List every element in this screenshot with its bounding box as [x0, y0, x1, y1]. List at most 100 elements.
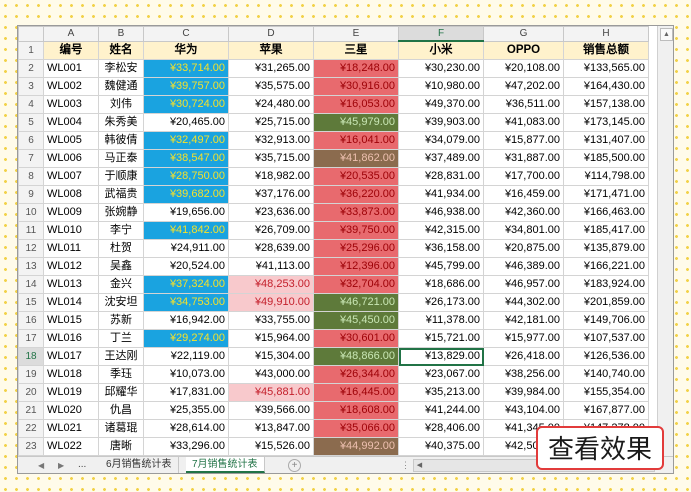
- row-header[interactable]: 1: [18, 40, 44, 60]
- row-header[interactable]: 2: [18, 59, 44, 78]
- sales-cell[interactable]: ¥39,757.00: [143, 77, 229, 96]
- name-cell[interactable]: 武福贵: [98, 185, 144, 204]
- sales-cell[interactable]: ¥16,053.00: [313, 95, 399, 114]
- sales-cell[interactable]: ¥173,145.00: [563, 113, 649, 132]
- sales-cell[interactable]: ¥12,396.00: [313, 257, 399, 276]
- header-cell[interactable]: 华为: [143, 40, 229, 60]
- sales-cell[interactable]: ¥45,979.00: [313, 113, 399, 132]
- column-header-a[interactable]: A: [43, 26, 99, 42]
- sales-cell[interactable]: ¥34,079.00: [398, 131, 484, 150]
- header-cell[interactable]: OPPO: [483, 40, 564, 60]
- sales-cell[interactable]: ¥10,980.00: [398, 77, 484, 96]
- sales-cell[interactable]: ¥46,389.00: [483, 257, 564, 276]
- sales-cell[interactable]: ¥107,537.00: [563, 329, 649, 348]
- sales-cell[interactable]: ¥46,957.00: [483, 275, 564, 294]
- sales-cell[interactable]: ¥30,230.00: [398, 59, 484, 78]
- sales-cell[interactable]: ¥38,547.00: [143, 149, 229, 168]
- sales-cell[interactable]: ¥28,406.00: [398, 419, 484, 438]
- name-cell[interactable]: 吴鑫: [98, 257, 144, 276]
- prev-sheet-icon[interactable]: ◀: [38, 461, 45, 470]
- name-cell[interactable]: 沈安坦: [98, 293, 144, 312]
- sales-cell[interactable]: ¥39,903.00: [398, 113, 484, 132]
- id-cell[interactable]: WL008: [43, 185, 99, 204]
- sales-cell[interactable]: ¥41,842.00: [143, 221, 229, 240]
- name-cell[interactable]: 韩彼倩: [98, 131, 144, 150]
- name-cell[interactable]: 魏健通: [98, 77, 144, 96]
- sales-cell[interactable]: ¥28,614.00: [143, 419, 229, 438]
- sales-cell[interactable]: ¥48,866.00: [313, 347, 399, 366]
- sales-cell[interactable]: ¥13,829.00: [398, 347, 484, 366]
- id-cell[interactable]: WL014: [43, 293, 99, 312]
- row-header[interactable]: 11: [18, 221, 44, 240]
- sales-cell[interactable]: ¥15,304.00: [228, 347, 314, 366]
- sales-cell[interactable]: ¥40,375.00: [398, 437, 484, 456]
- sales-cell[interactable]: ¥19,656.00: [143, 203, 229, 222]
- name-cell[interactable]: 张婉静: [98, 203, 144, 222]
- id-cell[interactable]: WL021: [43, 419, 99, 438]
- sales-cell[interactable]: ¥30,601.00: [313, 329, 399, 348]
- row-header[interactable]: 22: [18, 419, 44, 438]
- id-cell[interactable]: WL013: [43, 275, 99, 294]
- row-header[interactable]: 5: [18, 113, 44, 132]
- name-cell[interactable]: 季珏: [98, 365, 144, 384]
- header-cell[interactable]: 小米: [398, 40, 484, 60]
- sales-cell[interactable]: ¥16,459.00: [483, 185, 564, 204]
- sales-cell[interactable]: ¥41,934.00: [398, 185, 484, 204]
- row-header[interactable]: 16: [18, 311, 44, 330]
- sales-cell[interactable]: ¥29,274.00: [143, 329, 229, 348]
- sales-cell[interactable]: ¥44,302.00: [483, 293, 564, 312]
- sales-cell[interactable]: ¥20,108.00: [483, 59, 564, 78]
- sales-cell[interactable]: ¥41,083.00: [483, 113, 564, 132]
- sales-cell[interactable]: ¥20,524.00: [143, 257, 229, 276]
- sales-cell[interactable]: ¥28,639.00: [228, 239, 314, 258]
- sales-cell[interactable]: ¥10,073.00: [143, 365, 229, 384]
- sales-cell[interactable]: ¥135,879.00: [563, 239, 649, 258]
- sales-cell[interactable]: ¥32,704.00: [313, 275, 399, 294]
- sales-cell[interactable]: ¥35,213.00: [398, 383, 484, 402]
- sales-cell[interactable]: ¥45,450.00: [313, 311, 399, 330]
- sales-cell[interactable]: ¥35,066.00: [313, 419, 399, 438]
- sales-cell[interactable]: ¥13,847.00: [228, 419, 314, 438]
- sales-cell[interactable]: ¥46,721.00: [313, 293, 399, 312]
- row-header[interactable]: 17: [18, 329, 44, 348]
- sales-cell[interactable]: ¥15,526.00: [228, 437, 314, 456]
- sales-cell[interactable]: ¥26,173.00: [398, 293, 484, 312]
- sales-cell[interactable]: ¥15,977.00: [483, 329, 564, 348]
- name-cell[interactable]: 唐晰: [98, 437, 144, 456]
- row-header[interactable]: 21: [18, 401, 44, 420]
- view-result-button[interactable]: 查看效果: [536, 426, 664, 470]
- name-cell[interactable]: 马正泰: [98, 149, 144, 168]
- row-header[interactable]: 7: [18, 149, 44, 168]
- id-cell[interactable]: WL004: [43, 113, 99, 132]
- name-cell[interactable]: 于顺康: [98, 167, 144, 186]
- header-cell[interactable]: 销售总额: [563, 40, 649, 60]
- sales-cell[interactable]: ¥26,344.00: [313, 365, 399, 384]
- row-header[interactable]: 3: [18, 77, 44, 96]
- more-sheets-button[interactable]: ...: [78, 459, 87, 470]
- sales-cell[interactable]: ¥15,721.00: [398, 329, 484, 348]
- sales-cell[interactable]: ¥166,463.00: [563, 203, 649, 222]
- sales-cell[interactable]: ¥155,354.00: [563, 383, 649, 402]
- sales-cell[interactable]: ¥34,801.00: [483, 221, 564, 240]
- id-cell[interactable]: WL015: [43, 311, 99, 330]
- sales-cell[interactable]: ¥26,418.00: [483, 347, 564, 366]
- sales-cell[interactable]: ¥39,750.00: [313, 221, 399, 240]
- row-header[interactable]: 9: [18, 185, 44, 204]
- id-cell[interactable]: WL022: [43, 437, 99, 456]
- row-header[interactable]: 14: [18, 275, 44, 294]
- sales-cell[interactable]: ¥185,500.00: [563, 149, 649, 168]
- sales-cell[interactable]: ¥36,220.00: [313, 185, 399, 204]
- id-cell[interactable]: WL019: [43, 383, 99, 402]
- sales-cell[interactable]: ¥114,798.00: [563, 167, 649, 186]
- scroll-up-icon[interactable]: ▲: [660, 28, 673, 41]
- id-cell[interactable]: WL001: [43, 59, 99, 78]
- sales-cell[interactable]: ¥31,265.00: [228, 59, 314, 78]
- select-all-corner[interactable]: [18, 26, 44, 42]
- sales-cell[interactable]: ¥32,497.00: [143, 131, 229, 150]
- sales-cell[interactable]: ¥157,138.00: [563, 95, 649, 114]
- row-header[interactable]: 8: [18, 167, 44, 186]
- sales-cell[interactable]: ¥45,881.00: [228, 383, 314, 402]
- header-cell[interactable]: 姓名: [98, 40, 144, 60]
- sales-cell[interactable]: ¥30,916.00: [313, 77, 399, 96]
- sales-cell[interactable]: ¥133,565.00: [563, 59, 649, 78]
